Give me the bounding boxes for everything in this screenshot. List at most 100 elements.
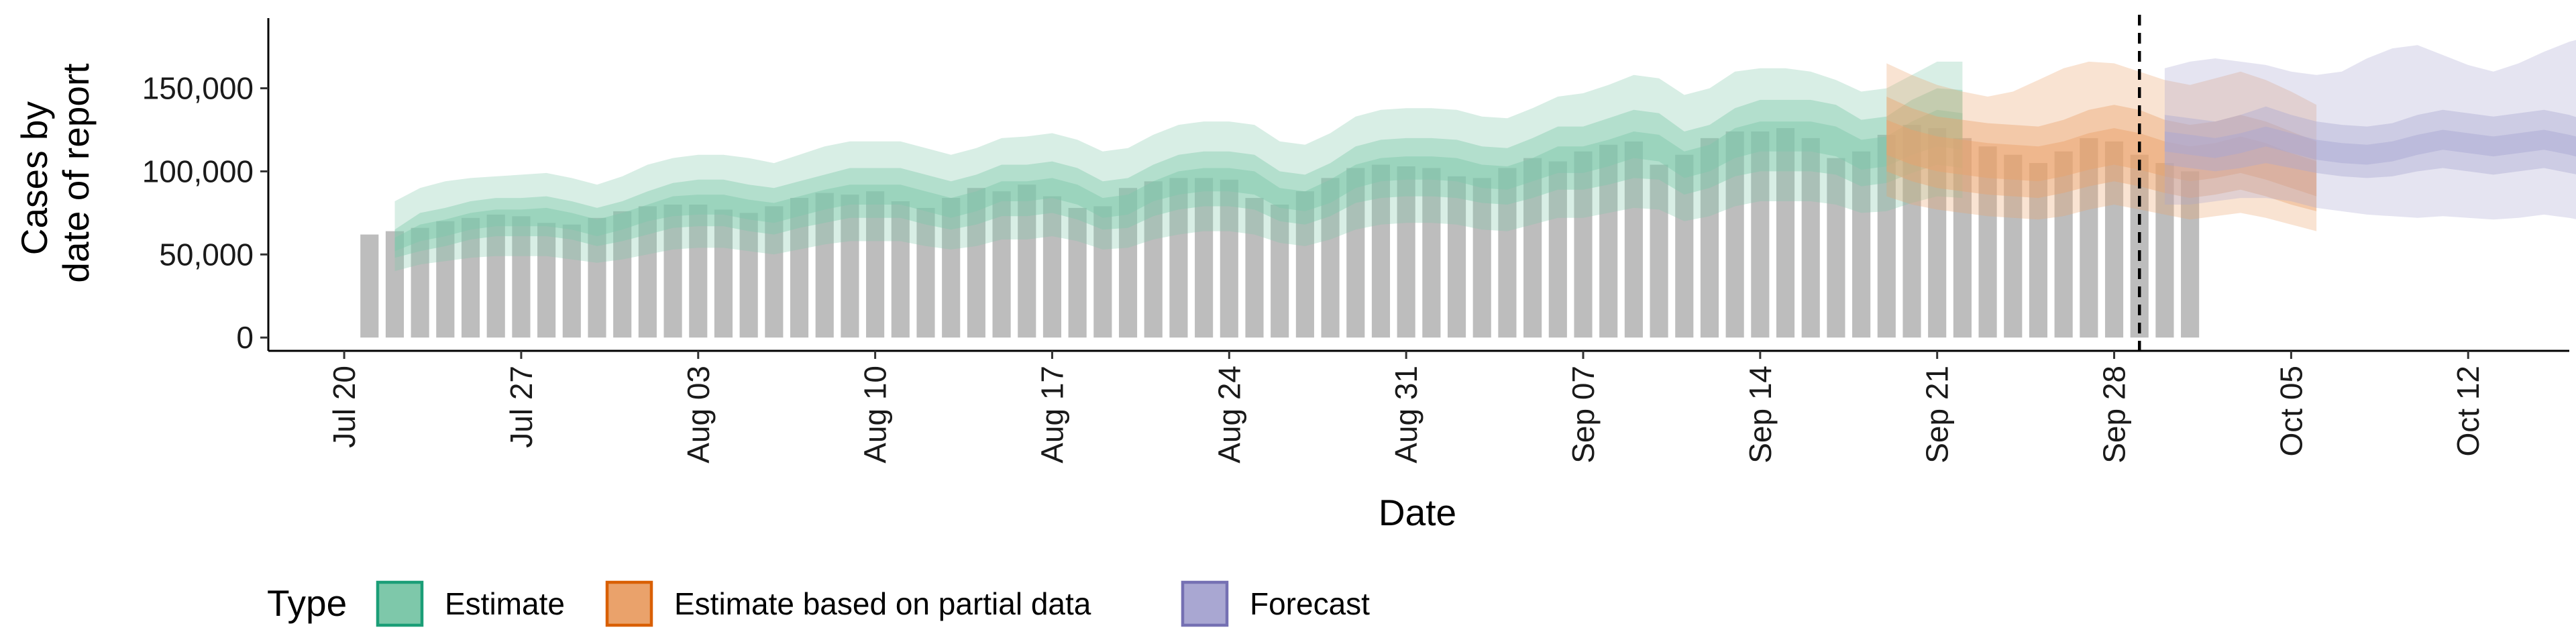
bar-41 xyxy=(1397,166,1415,338)
legend: Type Estimate Estimate based on partial d… xyxy=(267,580,1370,627)
bar-6 xyxy=(512,216,531,338)
bar-2 xyxy=(411,227,429,338)
bar-37 xyxy=(1295,191,1314,338)
bar-58 xyxy=(1827,158,1845,338)
bar-15 xyxy=(739,213,758,338)
bar-69 xyxy=(2104,141,2124,338)
x-tick-label-4: Aug 17 xyxy=(1034,366,1069,464)
reported-cases-bars xyxy=(360,125,2200,338)
legend-label-2: Forecast xyxy=(1250,586,1370,621)
bar-10 xyxy=(613,211,632,338)
x-axis-title: Date xyxy=(1379,492,1456,533)
ribbon-1-band-2 xyxy=(1886,119,2317,197)
bar-54 xyxy=(1725,131,1744,338)
bar-55 xyxy=(1751,131,1770,338)
x-axis-ticks: Jul 20 Jul 27 Aug 03 Aug 10 Aug 17 Aug 24 Aug … xyxy=(327,351,2485,464)
y-tick-label-1: 50,000 xyxy=(159,237,254,272)
bar-4 xyxy=(461,217,480,338)
bar-27 xyxy=(1042,196,1062,338)
bar-14 xyxy=(714,209,733,338)
bar-34 xyxy=(1220,179,1238,338)
bar-65 xyxy=(2004,154,2023,338)
bar-59 xyxy=(1852,151,1871,338)
legend-swatch-2 xyxy=(1181,580,1229,627)
bar-53 xyxy=(1700,138,1719,338)
ribbon-0-band-1 xyxy=(394,88,1963,258)
x-tick-label-11: Oct 05 xyxy=(2273,366,2308,457)
axes xyxy=(267,18,2569,352)
bar-35 xyxy=(1245,198,1264,338)
bar-63 xyxy=(1953,138,1972,338)
bar-31 xyxy=(1144,181,1163,338)
x-tick-label-0: Jul 20 xyxy=(327,366,362,448)
bar-16 xyxy=(765,206,784,338)
bar-60 xyxy=(1877,134,1896,338)
bar-40 xyxy=(1371,164,1391,338)
bar-29 xyxy=(1093,206,1112,338)
bar-38 xyxy=(1321,178,1340,338)
bar-46 xyxy=(1523,158,1542,338)
bar-26 xyxy=(1018,184,1036,338)
x-tick-label-12: Oct 12 xyxy=(2451,366,2485,457)
bar-64 xyxy=(1978,146,1997,338)
y-axis-title: Cases by date of report xyxy=(13,63,97,282)
ribbon-2-band-2 xyxy=(2164,126,2576,165)
bar-51 xyxy=(1650,164,1668,338)
ribbon-1-band-0 xyxy=(1886,61,2317,231)
bar-72 xyxy=(2181,171,2200,338)
ribbon-2-band-0 xyxy=(2164,40,2576,220)
ribbon-1-band-1 xyxy=(1886,97,2317,211)
bar-67 xyxy=(2054,151,2073,338)
x-tick-label-7: Sep 07 xyxy=(1566,366,1601,464)
bar-57 xyxy=(1801,138,1820,338)
bar-7 xyxy=(537,223,556,338)
bar-3 xyxy=(436,221,455,338)
bar-47 xyxy=(1548,161,1567,338)
bar-19 xyxy=(841,195,859,338)
bar-28 xyxy=(1068,207,1087,338)
bar-32 xyxy=(1169,178,1188,338)
legend-label-0: Estimate xyxy=(445,586,565,621)
bar-21 xyxy=(891,201,910,338)
x-tick-label-5: Aug 24 xyxy=(1212,366,1246,464)
bar-0 xyxy=(360,234,379,338)
bar-48 xyxy=(1574,151,1593,338)
x-tick-label-6: Aug 31 xyxy=(1389,366,1424,464)
y-axis-title-line-1: Cases by xyxy=(13,101,55,256)
estimate-ribbons xyxy=(394,40,2576,272)
bar-49 xyxy=(1599,144,1618,338)
x-tick-label-1: Jul 27 xyxy=(504,366,539,448)
bar-66 xyxy=(2029,163,2048,338)
bar-30 xyxy=(1118,188,1138,338)
legend-label-1: Estimate based on partial data xyxy=(674,586,1091,621)
bar-50 xyxy=(1624,141,1643,338)
bar-24 xyxy=(967,188,985,338)
bar-43 xyxy=(1447,176,1466,338)
ribbon-0-band-2 xyxy=(394,109,1963,252)
legend-swatch-0 xyxy=(376,580,424,627)
bar-18 xyxy=(815,193,834,338)
bar-68 xyxy=(2080,138,2098,338)
bar-9 xyxy=(588,217,606,338)
bar-33 xyxy=(1195,178,1214,338)
x-tick-label-8: Sep 14 xyxy=(1743,366,1778,464)
ribbon-0-band-0 xyxy=(394,61,1963,272)
bar-5 xyxy=(486,214,505,338)
x-tick-label-10: Sep 28 xyxy=(2097,366,2132,464)
bar-52 xyxy=(1675,154,1694,338)
y-tick-label-2: 100,000 xyxy=(142,154,254,189)
bar-61 xyxy=(1902,125,1921,338)
bar-71 xyxy=(2155,163,2174,338)
bar-23 xyxy=(942,198,961,338)
bar-36 xyxy=(1271,204,1289,338)
bar-42 xyxy=(1422,168,1441,338)
y-axis-ticks: 0 50,000 100,000 150,000 xyxy=(142,71,268,355)
x-tick-label-3: Aug 10 xyxy=(858,366,893,464)
bar-39 xyxy=(1346,168,1365,338)
y-axis-title-line-2: date of report xyxy=(55,63,97,282)
x-tick-label-9: Sep 21 xyxy=(1920,366,1955,464)
bar-17 xyxy=(790,198,809,338)
bar-20 xyxy=(866,191,885,338)
y-tick-label-3: 150,000 xyxy=(142,71,254,106)
